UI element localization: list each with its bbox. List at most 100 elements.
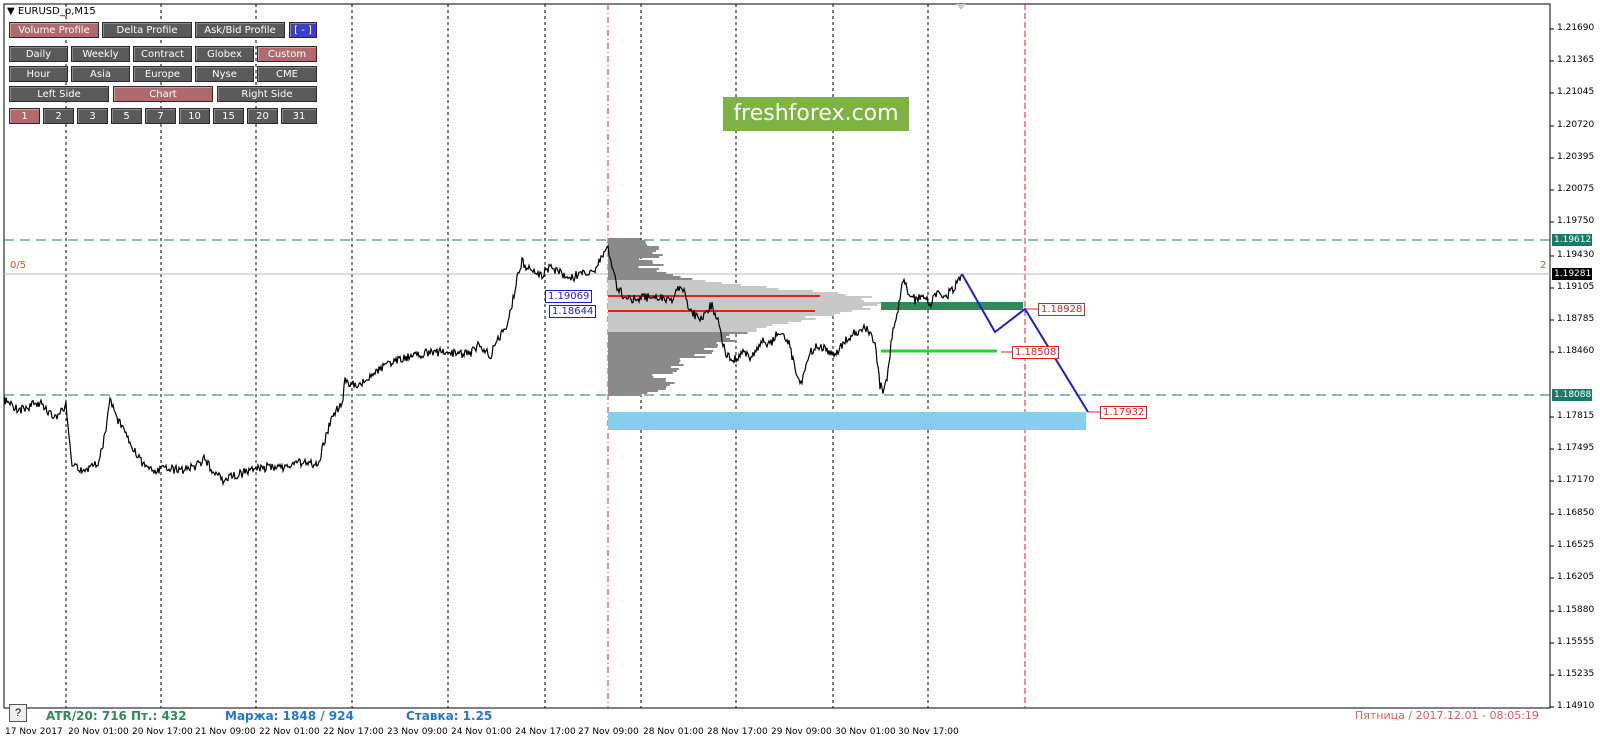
time-axis-label: 28 Nov 01:00 bbox=[643, 727, 704, 737]
volume-profile-bar bbox=[608, 326, 767, 328]
time-axis-label: 23 Nov 09:00 bbox=[387, 727, 448, 737]
volume-profile-bar bbox=[608, 388, 666, 390]
volume-profile-bar bbox=[608, 318, 816, 320]
poc-lower-tag: 1.18644 bbox=[549, 305, 597, 318]
time-axis-label: 20 Nov 01:00 bbox=[68, 727, 129, 737]
left-side-button[interactable]: Left Side bbox=[9, 86, 109, 102]
time-axis-label: 24 Nov 17:00 bbox=[515, 727, 576, 737]
right-side-button[interactable]: Right Side bbox=[217, 86, 317, 102]
volume-profile-bar bbox=[608, 260, 653, 262]
volume-profile-bar bbox=[608, 394, 642, 396]
volume-profile-bar bbox=[608, 332, 748, 334]
lower-level-axis-tag: 1.18088 bbox=[1552, 389, 1592, 401]
price-axis-label: 1.19105 bbox=[1557, 282, 1595, 292]
period-button-5[interactable]: 5 bbox=[111, 108, 142, 124]
period-button-10[interactable]: 10 bbox=[179, 108, 210, 124]
period-button-31[interactable]: 31 bbox=[281, 108, 317, 124]
volume-profile-bar bbox=[608, 302, 889, 304]
scroll-marker-icon bbox=[956, 4, 966, 10]
period-button-3[interactable]: 3 bbox=[77, 108, 108, 124]
price-axis-label: 1.19430 bbox=[1557, 250, 1595, 260]
chevron-down-icon[interactable]: ▼ bbox=[7, 6, 15, 17]
volume-profile-bar bbox=[608, 268, 660, 270]
volume-profile-bar bbox=[608, 376, 654, 378]
volume-profile-bar bbox=[608, 336, 727, 338]
right-marker-label: 2 bbox=[1540, 260, 1547, 271]
volume-profile-bar bbox=[608, 250, 656, 252]
volume-profile-bar bbox=[608, 306, 863, 308]
freshforex-logo: freshforex.com bbox=[723, 97, 909, 131]
time-axis-label: 20 Nov 17:00 bbox=[132, 727, 193, 737]
custom-button[interactable]: Custom bbox=[257, 46, 317, 62]
nyse-button[interactable]: Nyse bbox=[195, 66, 254, 82]
volume-profile-bar bbox=[608, 362, 680, 364]
time-axis-label: 27 Nov 09:00 bbox=[578, 727, 639, 737]
period-button-2[interactable]: 2 bbox=[43, 108, 74, 124]
price-axis-ticks bbox=[1550, 28, 1554, 708]
europe-button[interactable]: Europe bbox=[133, 66, 192, 82]
price-axis-label: 1.21690 bbox=[1557, 23, 1595, 33]
collapse-panel-button[interactable]: [ - ] bbox=[289, 22, 317, 38]
volume-profile-bar bbox=[608, 258, 640, 260]
period-button-20[interactable]: 20 bbox=[247, 108, 278, 124]
target-2-tag: 1.18508 bbox=[1012, 346, 1060, 359]
time-axis-label: 21 Nov 09:00 bbox=[195, 727, 256, 737]
volume-profile-bar bbox=[608, 308, 871, 310]
time-axis-label: 22 Nov 17:00 bbox=[323, 727, 384, 737]
volume-profile-bar bbox=[608, 298, 862, 300]
volume-profile-bar bbox=[608, 340, 737, 342]
volume-profile-bar bbox=[608, 356, 706, 358]
ask-bid-profile-button[interactable]: Ask/Bid Profile bbox=[195, 22, 285, 38]
volume-profile-bar bbox=[608, 264, 664, 266]
daily-button[interactable]: Daily bbox=[9, 46, 68, 62]
price-axis-label: 1.16205 bbox=[1557, 572, 1595, 582]
time-axis-label: 30 Nov 17:00 bbox=[898, 727, 959, 737]
volume-profile-bar bbox=[608, 272, 667, 274]
price-axis-label: 1.18785 bbox=[1557, 314, 1595, 324]
time-axis-label: 24 Nov 01:00 bbox=[451, 727, 512, 737]
volume-profile-bar bbox=[608, 280, 706, 282]
volume-profile bbox=[608, 238, 889, 396]
margin-readout: Маржа: 1848 / 924 bbox=[225, 709, 354, 723]
volume-profile-bar bbox=[608, 344, 718, 346]
volume-profile-bar bbox=[608, 374, 653, 376]
volume-profile-bar bbox=[608, 360, 681, 362]
atr-readout: ATR/20: 716 bbox=[46, 709, 127, 723]
period-button-1[interactable]: 1 bbox=[9, 108, 40, 124]
volume-profile-bar bbox=[608, 384, 670, 386]
price-axis-label: 1.20395 bbox=[1557, 152, 1595, 162]
time-axis-label: 30 Nov 01:00 bbox=[835, 727, 896, 737]
volume-profile-bar bbox=[608, 238, 641, 240]
hour-button[interactable]: Hour bbox=[9, 66, 68, 82]
volume-profile-bar bbox=[608, 392, 648, 394]
target-1-tag: 1.18928 bbox=[1038, 303, 1086, 316]
cme-button[interactable]: CME bbox=[257, 66, 317, 82]
volume-profile-bar bbox=[608, 378, 666, 380]
asia-button[interactable]: Asia bbox=[71, 66, 130, 82]
time-axis-label: 28 Nov 17:00 bbox=[707, 727, 768, 737]
volume-profile-bar bbox=[608, 288, 779, 290]
time-axis-label: 17 Nov 2017 bbox=[5, 727, 63, 737]
price-axis-label: 1.17495 bbox=[1557, 443, 1595, 453]
contract-button[interactable]: Contract bbox=[133, 46, 192, 62]
globex-button[interactable]: Globex bbox=[195, 46, 254, 62]
help-button[interactable]: ? bbox=[9, 704, 27, 722]
price-series-line bbox=[3, 244, 963, 487]
chart-button[interactable]: Chart bbox=[113, 86, 213, 102]
volume-profile-bar bbox=[608, 368, 679, 370]
current-price-axis-tag: 1.19281 bbox=[1552, 268, 1592, 280]
period-button-15[interactable]: 15 bbox=[213, 108, 244, 124]
period-button-7[interactable]: 7 bbox=[145, 108, 176, 124]
price-axis-label: 1.20075 bbox=[1557, 184, 1595, 194]
left-marker-label: 0/5 bbox=[10, 260, 27, 271]
volume-profile-button[interactable]: Volume Profile bbox=[9, 22, 99, 38]
delta-profile-button[interactable]: Delta Profile bbox=[102, 22, 192, 38]
volume-profile-bar bbox=[608, 364, 684, 366]
volume-profile-bar bbox=[608, 242, 646, 244]
volume-profile-bar bbox=[608, 252, 653, 254]
weekly-button[interactable]: Weekly bbox=[71, 46, 130, 62]
price-axis-label: 1.14910 bbox=[1557, 701, 1595, 711]
volume-profile-bar bbox=[608, 266, 639, 268]
price-axis-label: 1.17815 bbox=[1557, 411, 1595, 421]
